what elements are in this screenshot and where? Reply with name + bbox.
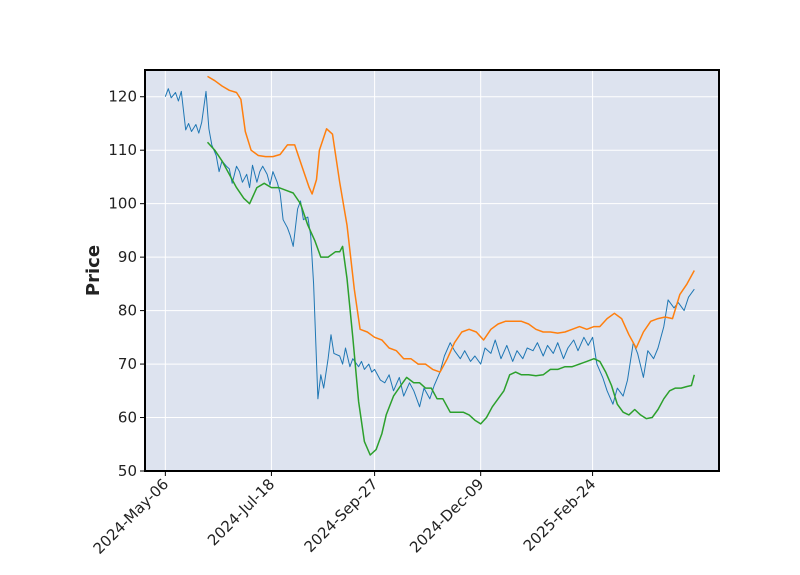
y-tick-label: 60 xyxy=(118,409,137,427)
x-tick-label: 2024-Jul-18 xyxy=(204,475,278,549)
y-tick-label: 50 xyxy=(118,462,137,480)
plot-background xyxy=(145,70,719,471)
x-axis-ticks: 2024-May-06 2024-Jul-18 2024-Sep-27 2024-De… xyxy=(90,471,600,558)
series-line-3 xyxy=(206,141,696,456)
y-tick-label: 120 xyxy=(108,88,137,106)
x-tick-label: 2024-Sep-27 xyxy=(301,475,382,556)
x-tick-label: 2025-Feb-24 xyxy=(520,475,600,555)
series-line-2 xyxy=(207,75,695,373)
y-tick-label: 90 xyxy=(118,248,137,266)
series-lines xyxy=(164,75,696,456)
y-axis-ticks: 50 60 70 80 90 100 110 120 xyxy=(108,88,145,480)
y-axis-title: Price xyxy=(83,245,104,296)
grid-lines xyxy=(145,70,719,472)
series-line-1 xyxy=(164,88,695,408)
y-tick-label: 100 xyxy=(108,195,137,213)
y-tick-label: 110 xyxy=(108,141,137,159)
plot-frame xyxy=(144,69,720,472)
x-tick-label: 2024-Dec-09 xyxy=(406,475,487,556)
x-tick-label: 2024-May-06 xyxy=(90,475,173,558)
y-tick-label: 80 xyxy=(118,302,137,320)
y-tick-label: 70 xyxy=(118,355,137,373)
